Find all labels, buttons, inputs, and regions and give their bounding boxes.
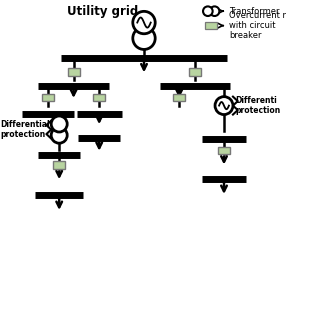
Circle shape xyxy=(51,127,67,143)
Circle shape xyxy=(203,6,212,16)
Text: Transformer: Transformer xyxy=(229,7,279,16)
Text: Utility grid: Utility grid xyxy=(67,5,138,18)
Text: Differenti
protection: Differenti protection xyxy=(235,96,280,115)
Circle shape xyxy=(51,116,67,132)
FancyBboxPatch shape xyxy=(53,161,65,169)
FancyBboxPatch shape xyxy=(173,94,185,101)
FancyBboxPatch shape xyxy=(218,147,230,154)
FancyBboxPatch shape xyxy=(205,22,217,29)
FancyBboxPatch shape xyxy=(93,94,105,101)
Text: Differential
protection: Differential protection xyxy=(0,120,50,139)
FancyBboxPatch shape xyxy=(42,94,54,101)
Circle shape xyxy=(215,97,233,115)
Circle shape xyxy=(210,6,220,16)
Circle shape xyxy=(133,27,155,49)
Text: Overcurrent r
with circuit
breaker: Overcurrent r with circuit breaker xyxy=(229,11,286,41)
Circle shape xyxy=(133,11,155,34)
FancyBboxPatch shape xyxy=(189,68,201,76)
FancyBboxPatch shape xyxy=(68,68,80,76)
